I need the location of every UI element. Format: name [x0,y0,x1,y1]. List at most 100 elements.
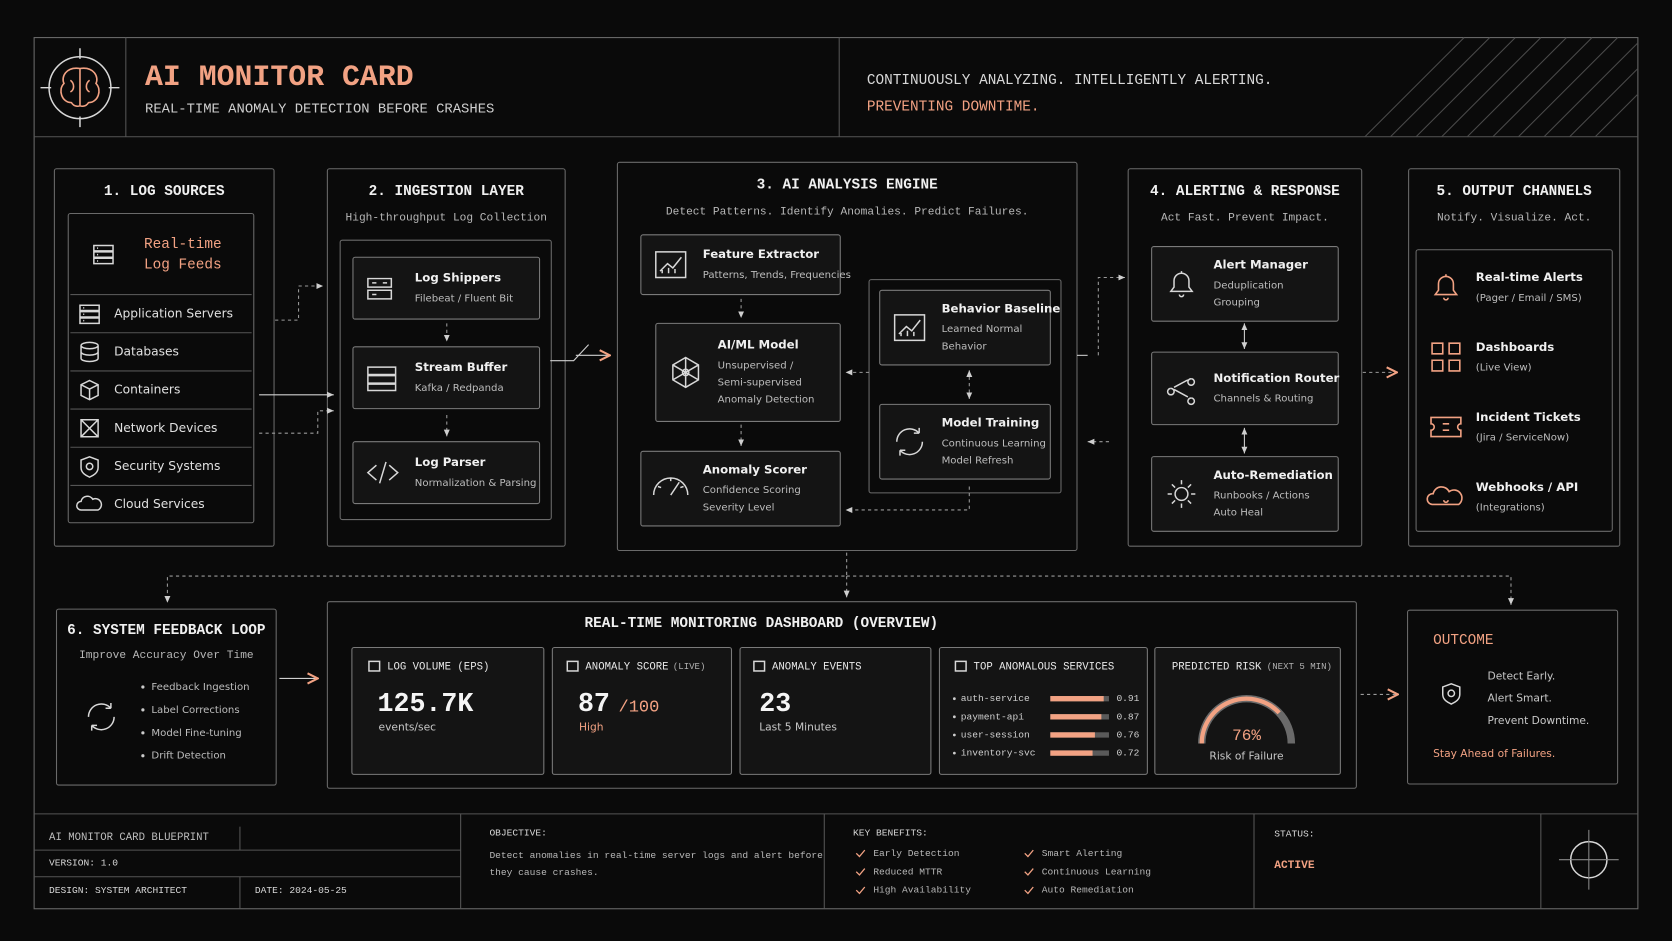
node-detail: Normalization & Parsing [415,478,537,489]
bullet [952,697,956,701]
check [855,868,866,876]
outcome-frame [1407,609,1619,785]
card-value: 125.7K [377,690,473,720]
icon [79,304,100,325]
icon [1430,416,1462,438]
card-title: ANOMALY SCORE [585,662,668,674]
icon-stroke [79,304,100,325]
node-label: Notification Router [1213,371,1339,385]
node-label: Feature Extractor [703,247,820,261]
icon-stroke [367,277,393,300]
icon [367,277,393,300]
footer-design: DESIGN: SYSTEM ARCHITECT [49,885,187,896]
icon [1426,486,1463,506]
node-box [352,441,541,505]
service-bar [1050,732,1095,738]
source-item: Security Systems [114,459,220,473]
bullet [141,754,145,758]
icon-stroke [1433,274,1459,301]
icon-stroke [87,702,115,731]
icon [672,356,700,389]
bullet [952,751,956,755]
card-title: PREDICTED RISK [1172,662,1262,674]
icon [896,427,924,456]
metric-card [938,646,1148,775]
section-subtitle: Notify. Visualize. Act. [1437,213,1591,225]
logo [40,48,120,128]
card-value: 87 [578,690,610,720]
node-detail: Severity Level [703,502,775,513]
service-name: auth-service [961,693,1030,704]
output-detail: (Jira / ServiceNow) [1476,433,1569,444]
source-item: Network Devices [114,421,217,435]
feature-text: Real-time [144,237,222,253]
connector [550,344,590,362]
card-title: LOG VOLUME (EPS) [387,662,489,674]
connector [275,283,324,321]
bullet [141,731,145,735]
benefit: Early Detection [873,848,959,859]
icon [1441,682,1461,705]
card-max: /100 [618,699,659,718]
status: ACTIVE [1274,860,1315,872]
icon-stroke [1441,682,1461,705]
node-detail: Filebeat / Fluent Bit [415,293,513,304]
node-label: Alert Manager [1213,258,1308,272]
node-label: Log Shippers [415,271,501,285]
node-box [352,256,541,320]
metric-card [739,646,932,775]
check [855,849,866,858]
inner-panel [67,212,255,524]
icon-stroke [1169,271,1194,298]
section-frame [616,161,1078,552]
outcome-title: OUTCOME [1433,633,1493,649]
service-score: 0.76 [1116,729,1139,740]
node-box [655,322,841,422]
metric-card [351,646,545,775]
icon [367,366,397,392]
node-detail: Runbooks / Actions [1213,491,1309,502]
connector [845,486,970,513]
icon-stroke [1167,480,1196,508]
benefit: Auto Remediation [1042,885,1134,896]
node-detail: Continuous Learning [942,438,1046,449]
section-title: 3. AI ANALYSIS ENGINE [757,178,939,194]
icon-stroke [80,379,99,401]
node-label: Log Parser [415,455,486,469]
feedback-item: Drift Detection [151,751,226,762]
crosshair [1558,829,1619,890]
header-frame [34,37,1639,138]
card-title: ANOMALY EVENTS [772,662,862,674]
node-box [1151,246,1339,322]
output-detail: (Live View) [1476,363,1532,374]
service-bar [1050,696,1104,702]
icon-stroke [80,418,99,438]
feedback-title: 6. SYSTEM FEEDBACK LOOP [67,623,266,639]
icon [1433,274,1459,301]
node-label: AI/ML Model [718,338,799,352]
card-unit: events/sec [379,720,437,733]
node-detail: Unsupervised / [718,360,794,371]
dashboard-frame [326,601,1357,789]
icon [655,251,687,279]
tagline-accent: PREVENTING DOWNTIME. [867,100,1040,116]
node-detail: Learned Normal [942,324,1023,335]
node-box [879,403,1051,480]
icon [93,244,114,265]
icon-stroke [367,366,397,392]
section-frame [1127,168,1363,547]
check [855,886,866,895]
icon-stroke [366,461,399,484]
node-detail: Auto Heal [1213,508,1263,519]
service-score: 0.87 [1116,711,1139,722]
dashboard-title: REAL-TIME MONITORING DASHBOARD (OVERVIEW… [585,616,939,632]
tagline: CONTINUOUSLY ANALYZING. INTELLIGENTLY AL… [867,73,1272,89]
icon-stroke [655,251,687,279]
icon [893,314,926,342]
icon [1169,271,1194,298]
card-icon [753,660,766,672]
node-label: Stream Buffer [415,360,508,374]
check [1024,868,1034,876]
bullet [141,708,145,712]
